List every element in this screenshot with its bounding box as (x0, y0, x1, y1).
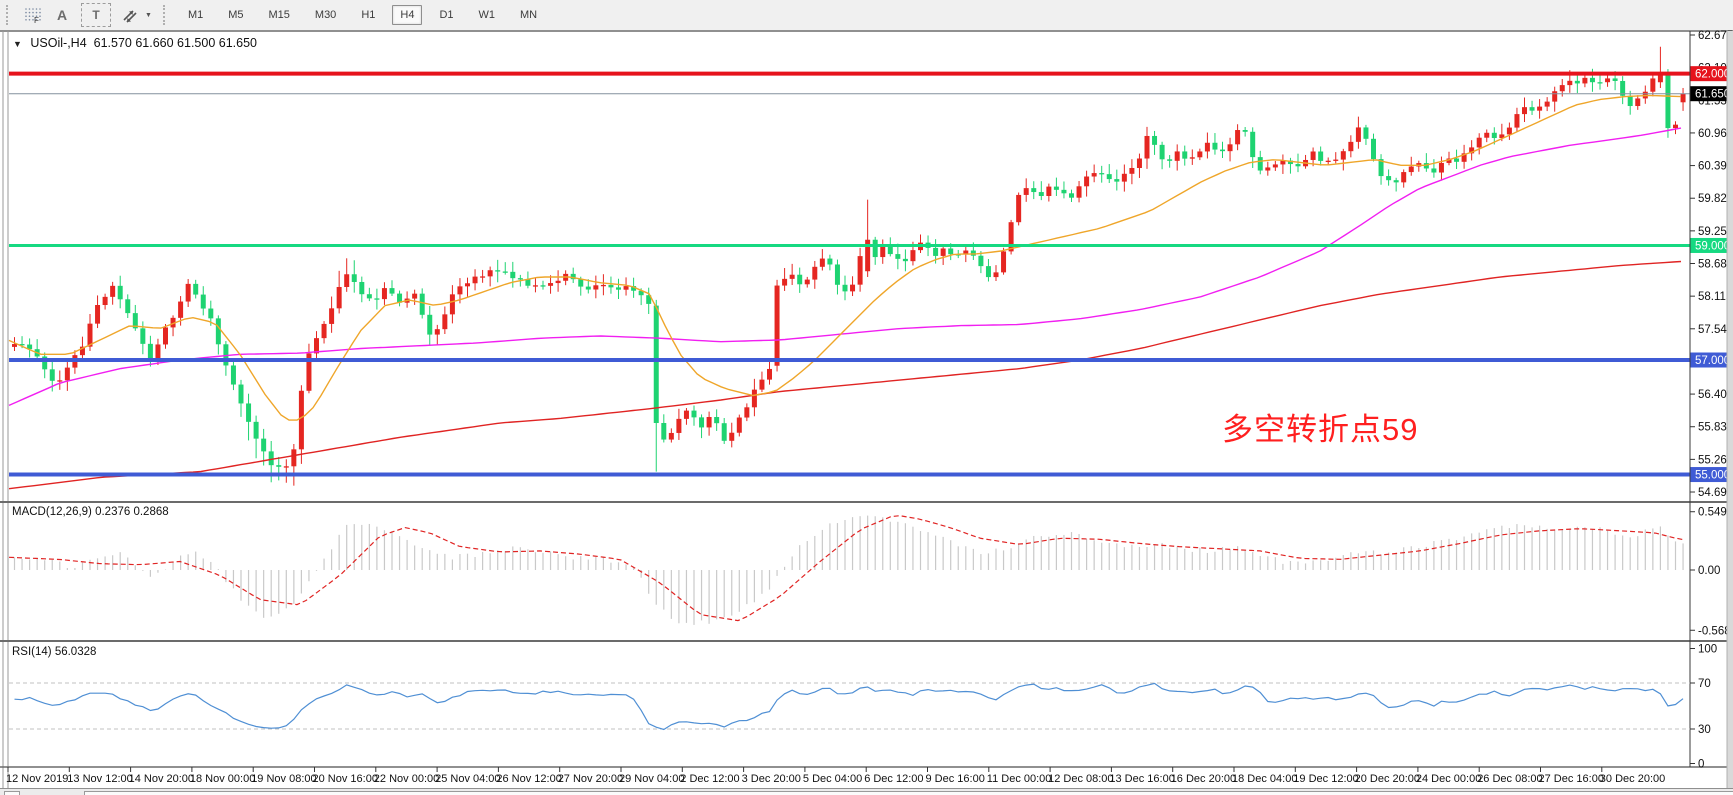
time-axis-label[interactable]: 9 Dec 16:00 (926, 773, 985, 785)
time-axis-label[interactable]: 26 Nov 12:00 (496, 773, 561, 785)
macd-tick-label: -0.5685 (1698, 625, 1733, 637)
time-axis-label[interactable]: 13 Nov 12:00 (67, 773, 132, 785)
symbol-label: USOil-,H4 (30, 36, 87, 50)
macd-indicator-label: MACD(12,26,9) 0.2376 0.2868 (12, 506, 169, 518)
level-badge-59.000 (1690, 237, 1733, 253)
grid-f-icon[interactable]: F (23, 4, 43, 26)
time-axis-label[interactable]: 30 Dec 20:00 (1600, 773, 1665, 785)
timeframe-button-h1[interactable]: H1 (361, 9, 376, 21)
timeframe-button-m15[interactable]: M15 (268, 9, 290, 21)
rsi-tick-label: 70 (1698, 678, 1711, 690)
timeframe-button-m5[interactable]: M5 (228, 9, 244, 21)
time-axis-label[interactable]: 2 Dec 12:00 (680, 773, 739, 785)
svg-text:F: F (34, 16, 39, 24)
time-axis-label[interactable]: 19 Nov 08:00 (251, 773, 316, 785)
level-badge-57.000 (1690, 352, 1733, 368)
time-axis-label[interactable]: 20 Nov 16:00 (313, 773, 378, 785)
price-tick-label: 60.965 (1698, 128, 1733, 140)
rsi-indicator-label: RSI(14) 56.0328 (12, 646, 97, 658)
current-price-badge-label: 61.650 (1695, 89, 1730, 101)
ma-mid-line (8, 127, 1682, 407)
time-axis-label[interactable]: 19 Dec 12:00 (1293, 773, 1358, 785)
time-axis-label[interactable]: 18 Dec 04:00 (1232, 773, 1297, 785)
level-badge-62.000 (1690, 66, 1733, 82)
time-axis-label[interactable]: 13 Dec 16:00 (1109, 773, 1174, 785)
candles-layer (12, 46, 1686, 486)
level-badge-55.000 (1690, 467, 1733, 483)
rsi-tick-label: 0 (1698, 759, 1704, 771)
time-axis-label[interactable]: 14 Nov 20:00 (129, 773, 194, 785)
macd-histogram-layer (13, 515, 1684, 625)
time-axis-label[interactable]: 5 Dec 04:00 (803, 773, 862, 785)
time-axis-label[interactable]: 27 Dec 16:00 (1539, 773, 1604, 785)
chart-plot-background[interactable] (9, 31, 1690, 788)
rsi-line (14, 682, 1684, 731)
current-price-badge (1690, 86, 1733, 102)
price-tick-label: 59.255 (1698, 226, 1733, 238)
symbol-ohlc-values: 61.570 61.660 61.500 61.650 (93, 36, 257, 50)
price-axis-area (1690, 31, 1733, 788)
toolbar-grip (6, 5, 12, 25)
symbol-row: ▼ USOil-,H4 61.570 61.660 61.500 61.650 (13, 36, 257, 50)
time-axis-label[interactable]: 29 Nov 04:00 (619, 773, 684, 785)
time-axis-label[interactable]: 3 Dec 20:00 (742, 773, 801, 785)
timeframe-button-h4[interactable]: H4 (392, 5, 423, 25)
ma-slow-line (8, 260, 1682, 490)
level-badge-55.000-label: 55.000 (1695, 470, 1730, 482)
time-axis-label[interactable]: 6 Dec 12:00 (864, 773, 923, 785)
scrollbar-track[interactable] (1727, 31, 1733, 788)
time-axis-label[interactable]: 22 Nov 00:00 (374, 773, 439, 785)
annotation-text: 多空转折点59 (1222, 412, 1419, 447)
level-badge-59.000-label: 59.000 (1695, 240, 1730, 252)
timeframe-button-m1[interactable]: M1 (187, 9, 204, 21)
price-tick-label: 58.685 (1698, 259, 1733, 271)
level-badge-62.000-label: 62.000 (1695, 69, 1730, 81)
status-bar-edge (0, 788, 1733, 795)
price-tick-label: 55.265 (1698, 454, 1733, 466)
macd-signal-line (8, 515, 1684, 622)
time-axis-label[interactable]: 16 Dec 20:00 (1171, 773, 1236, 785)
time-axis-label[interactable]: 25 Nov 04:00 (435, 773, 500, 785)
textbox-t-icon[interactable]: T (81, 3, 111, 27)
status-bar-cell (4, 791, 20, 795)
price-tick-label: 59.825 (1698, 193, 1733, 205)
price-tick-label: 54.695 (1698, 487, 1733, 499)
timeframe-button-d1[interactable]: D1 (439, 9, 454, 21)
arrows-icon[interactable] (120, 4, 140, 26)
time-axis-label[interactable]: 11 Dec 00:00 (987, 773, 1052, 785)
ma-fast-line (8, 94, 1682, 421)
rsi-tick-label: 30 (1698, 724, 1711, 736)
time-axis-label[interactable]: 12 Nov 2019 (6, 773, 68, 785)
rsi-tick-label: 100 (1698, 644, 1717, 656)
time-axis-label[interactable]: 24 Dec 00:00 (1416, 773, 1481, 785)
macd-tick-label: 0.00 (1698, 565, 1720, 577)
time-axis-label[interactable]: 20 Dec 20:00 (1355, 773, 1420, 785)
price-tick-label: 55.835 (1698, 422, 1733, 434)
timeframe-button-w1[interactable]: W1 (478, 9, 496, 21)
time-axis-label[interactable]: 27 Nov 20:00 (558, 773, 623, 785)
time-axis-label[interactable]: 12 Dec 08:00 (1048, 773, 1113, 785)
toolbar-grip (162, 5, 169, 25)
symbol-dropdown-icon[interactable]: ▼ (13, 39, 22, 49)
toolbar: F A T ▼ M1 M5 M15 M30 H1 H4 D1 W1 MN (0, 0, 1733, 30)
price-tick-label: 56.405 (1698, 389, 1733, 401)
macd-tick-label: 0.5497 (1698, 507, 1733, 519)
price-tick-label: 60.395 (1698, 161, 1733, 173)
price-tick-label: 62.675 (1698, 30, 1733, 42)
price-tick-label: 58.115 (1698, 291, 1732, 303)
time-axis-label[interactable]: 18 Nov 00:00 (190, 773, 255, 785)
level-badge-57.000-label: 57.000 (1695, 355, 1730, 367)
dropdown-caret-icon[interactable]: ▼ (145, 11, 152, 19)
time-axis-label[interactable]: 26 Dec 08:00 (1477, 773, 1542, 785)
timeframe-button-m30[interactable]: M30 (314, 9, 337, 21)
label-a-icon[interactable]: A (56, 7, 68, 23)
timeframe-button-mn[interactable]: MN (520, 9, 538, 21)
status-bar-cell (84, 791, 1733, 795)
price-tick-label: 57.545 (1698, 324, 1733, 336)
